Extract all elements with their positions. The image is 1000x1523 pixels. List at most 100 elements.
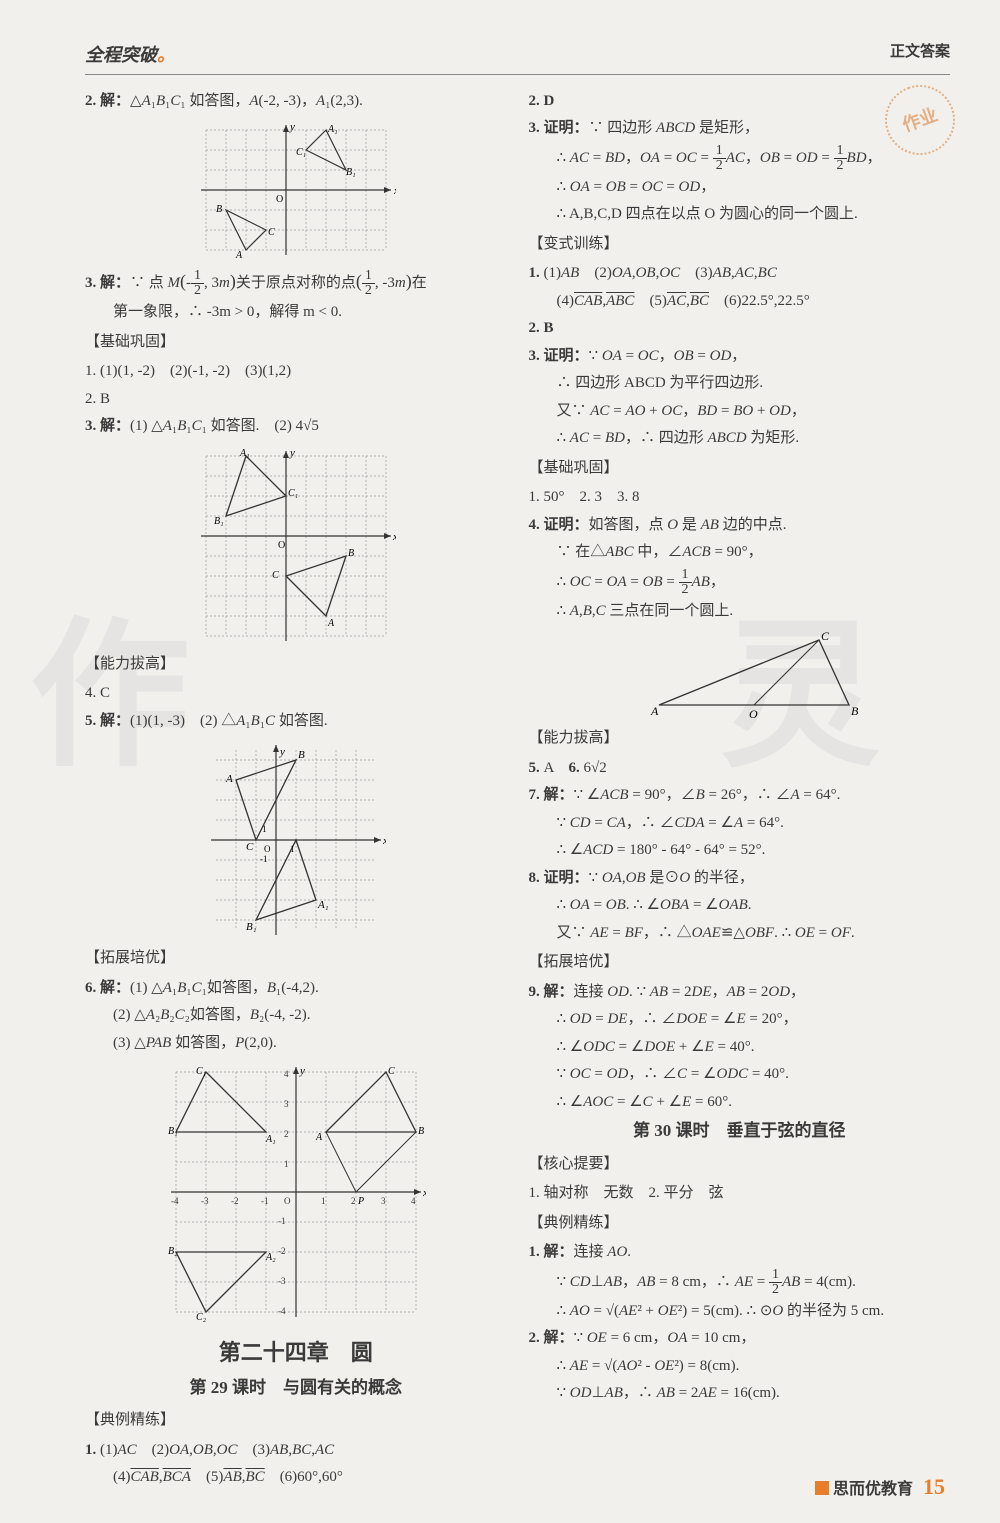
rn7-2: ∵ CD = CA，∴ ∠CDA = ∠A = 64°. <box>529 811 951 837</box>
b1-2: (4)CAB,ABC (5)AC,BC (6)22.5°,22.5° <box>529 289 951 315</box>
svg-text:-2: -2 <box>278 1246 286 1256</box>
problem-2: 2. 解：2. 解：△A₁B₁C₁ 如答图，A(-2, -3)，A₁(2,3).… <box>85 89 507 115</box>
page-footer: 思而优教育 15 <box>815 1468 945 1505</box>
rd1-1: 1. 解：连接 AO. <box>529 1240 951 1266</box>
rj4-3: ∴ OC = OA = OB = 12AB， <box>529 568 951 597</box>
svg-text:A: A <box>315 1132 323 1143</box>
svg-text:3: 3 <box>381 1196 386 1206</box>
svg-text:y: y <box>289 121 295 133</box>
svg-text:C: C <box>272 570 279 581</box>
section-jichu: 【基础巩固】 <box>85 330 507 356</box>
svg-text:-1: -1 <box>260 854 268 864</box>
svg-text:y: y <box>279 746 285 758</box>
svg-text:C: C <box>821 630 830 643</box>
b3-2: ∴ 四边形 ABCD 为平行四边形. <box>529 371 951 397</box>
svg-text:C₂: C₂ <box>196 1312 207 1322</box>
section-nengli-r: 【能力拔高】 <box>529 726 951 752</box>
diagram-grid-2: xy O A₁B₁C₁ ABC <box>196 446 396 646</box>
rd1-2: ∵ CD⊥AB，AB = 8 cm，∴ AE = 12AB = 4(cm). <box>529 1268 951 1297</box>
svg-text:B₁: B₁ <box>168 1126 178 1137</box>
r3-3: ∴ OA = OB = OC = OD， <box>529 175 951 201</box>
frac-n: 1 <box>362 269 375 284</box>
t6-2: (2) △A₂B₂C₂如答图，B₂(-4, -2). <box>85 1003 507 1029</box>
rh1: 1. 轴对称 无数 2. 平分 弦 <box>529 1181 951 1207</box>
svg-text:3: 3 <box>284 1099 289 1109</box>
rn8-3: 又∵ AE = BF，∴ △OAE≌△OBF. ∴ OE = OF. <box>529 921 951 947</box>
b3-4: ∴ AC = BD，∴ 四边形 ABCD 为矩形. <box>529 426 951 452</box>
frac-d: 2 <box>769 1283 782 1297</box>
j3: 3. 解：(1) △A₁B₁C₁ 如答图. (2) 45 <box>85 414 507 440</box>
svg-text:O: O <box>749 707 758 720</box>
svg-text:B: B <box>418 1126 424 1137</box>
svg-text:P: P <box>357 1196 364 1207</box>
svg-text:B: B <box>851 704 859 718</box>
rt9-5: ∴ ∠AOC = ∠C + ∠E = 60°. <box>529 1090 951 1116</box>
svg-text:-1: -1 <box>261 1196 269 1206</box>
diagram-grid-1: xy A₁C₁B₁ ACB O <box>196 120 396 260</box>
section-tuozhan: 【拓展培优】 <box>85 946 507 972</box>
frac-n: 1 <box>191 269 204 284</box>
diagram-grid-3: xy ABC A₁B₁ O11-1 <box>206 740 386 940</box>
svg-text:y: y <box>289 447 295 459</box>
svg-text:A₁: A₁ <box>239 448 250 459</box>
svg-text:A₁: A₁ <box>317 899 329 911</box>
svg-text:x: x <box>392 531 396 543</box>
d1: 1. (1)AC (2)OA,OB,OC (3)AB,BC,AC <box>85 1438 507 1464</box>
footer-logo-icon <box>815 1481 829 1495</box>
svg-text:C: C <box>246 841 254 853</box>
svg-text:B₁: B₁ <box>246 921 257 933</box>
problem-3-line2: 第一象限，∴ -3m > 0，解得 m < 0. <box>85 300 507 326</box>
svg-text:O: O <box>284 1196 291 1206</box>
problem-3: 3. 解：∵ 点 M(-12, 3m)关于原点对称的点(12, -3m)在 <box>85 266 507 298</box>
t6-1: 6. 解：(1) △A₁B₁C₁如答图，B₁(-4,2). <box>85 976 507 1002</box>
svg-text:A₁: A₁ <box>265 1134 276 1145</box>
svg-text:C₁: C₁ <box>296 147 306 158</box>
svg-text:1: 1 <box>290 844 295 854</box>
svg-text:B₁: B₁ <box>346 167 356 178</box>
section-tuozhan-r: 【拓展培优】 <box>529 950 951 976</box>
svg-text:-3: -3 <box>278 1276 286 1286</box>
t6-3: (3) △PAB 如答图，P(2,0). <box>85 1031 507 1057</box>
frac-d: 2 <box>713 159 726 173</box>
rt9-2: ∴ OD = DE，∴ ∠DOE = ∠E = 20°， <box>529 1007 951 1033</box>
rt9-3: ∴ ∠ODC = ∠DOE + ∠E = 40°. <box>529 1035 951 1061</box>
rj4-1: 4. 证明：如答图，点 O 是 AB 边的中点. <box>529 513 951 539</box>
page-header: 全程突破。 正文答案 <box>85 40 950 75</box>
r3-2: ∴ AC = BD，OA = OC = 12AC，OB = OD = 12BD， <box>529 144 951 173</box>
section-nengli: 【能力拔高】 <box>85 652 507 678</box>
svg-text:C₁: C₁ <box>288 488 298 499</box>
rn7-3: ∴ ∠ACD = 180° - 64° - 64° = 52°. <box>529 838 951 864</box>
svg-text:O: O <box>276 194 283 205</box>
svg-text:A: A <box>650 704 659 718</box>
left-column: 2. 解：2. 解：△A₁B₁C₁ 如答图，A(-2, -3)，A₁(2,3).… <box>85 87 507 1493</box>
svg-text:A₁: A₁ <box>327 124 338 135</box>
chapter-title: 第二十四章 圆 <box>85 1334 507 1371</box>
svg-text:A₂: A₂ <box>265 1252 276 1263</box>
frac-d: 2 <box>834 159 847 173</box>
rj4-2: ∵ 在△ABC 中，∠ACB = 90°， <box>529 540 951 566</box>
right-column: 2. D 3. 证明：∵ 四边形 ABCD 是矩形， ∴ AC = BD，OA … <box>529 87 951 1493</box>
header-right: 正文答案 <box>890 40 950 71</box>
lesson-30-title: 第 30 课时 垂直于弦的直径 <box>529 1117 951 1146</box>
b1-1: 1. (1)AB (2)OA,OB,OC (3)AB,AC,BC <box>529 261 951 287</box>
frac-n: 1 <box>713 144 726 159</box>
svg-text:A: A <box>225 773 233 785</box>
b2: 2. B <box>529 316 951 342</box>
rt9-1: 9. 解：连接 OD. ∵ AB = 2DE，AB = 2OD， <box>529 980 951 1006</box>
frac-n: 1 <box>769 1268 782 1283</box>
j2: 2. B <box>85 387 507 413</box>
svg-text:x: x <box>382 835 386 847</box>
diagram-triangle: A O B C <box>649 630 869 720</box>
stamp-text: 作业 <box>898 99 942 140</box>
svg-text:4: 4 <box>411 1196 416 1206</box>
svg-text:y: y <box>299 1065 305 1077</box>
svg-text:O: O <box>264 844 271 854</box>
title-text: 全程突破 <box>85 45 157 65</box>
b3-3: 又∵ AC = AO + OC，BD = BO + OD， <box>529 399 951 425</box>
r3-4: ∴ A,B,C,D 四点在以点 O 为圆心的同一个圆上. <box>529 202 951 228</box>
svg-text:C: C <box>388 1066 395 1077</box>
rj1: 1. 50° 2. 3 3. 8 <box>529 485 951 511</box>
rn8-1: 8. 证明：∵ OA,OB 是⊙O 的半径， <box>529 866 951 892</box>
rd1-3: ∴ AO = √(AE² + OE²) = 5(cm). ∴ ⊙O 的半径为 5… <box>529 1299 951 1325</box>
rd2-3: ∵ OD⊥AB，∴ AB = 2AE = 16(cm). <box>529 1381 951 1407</box>
